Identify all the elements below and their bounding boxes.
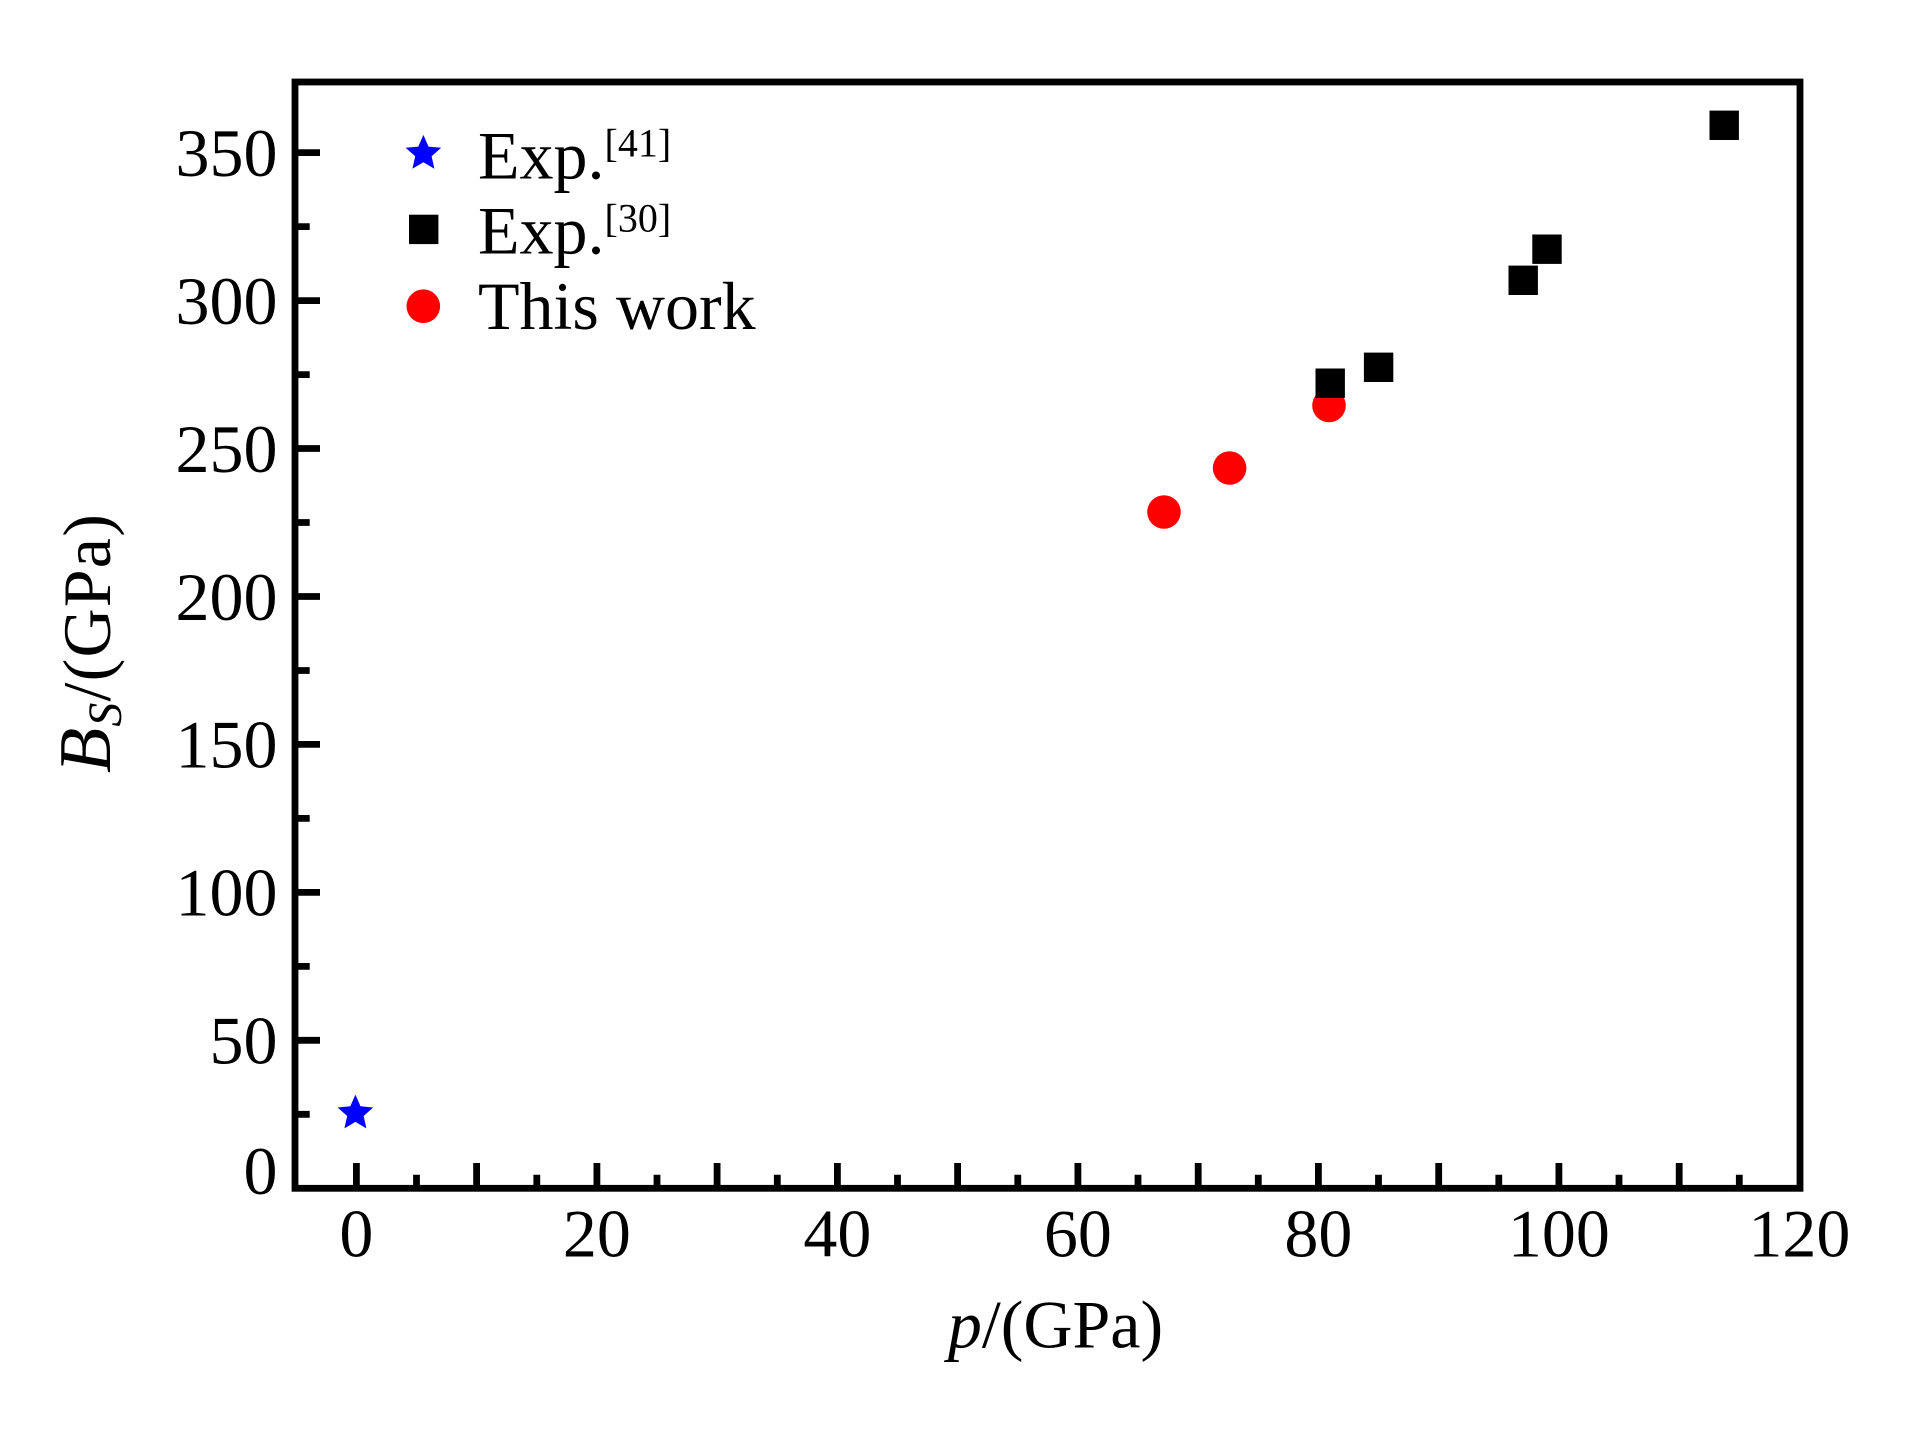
svg-text:100: 100	[1508, 1196, 1610, 1272]
svg-text:0: 0	[244, 1133, 278, 1209]
svg-text:300: 300	[176, 263, 278, 339]
svg-text:This work: This work	[478, 268, 756, 344]
svg-text:350: 350	[176, 115, 278, 191]
svg-text:40: 40	[803, 1196, 871, 1272]
svg-text:200: 200	[176, 559, 278, 635]
svg-text:50: 50	[210, 1003, 278, 1079]
svg-text:0: 0	[339, 1196, 373, 1272]
svg-text:250: 250	[176, 411, 278, 487]
svg-text:150: 150	[176, 707, 278, 783]
svg-text:BS/(GPa): BS/(GPa)	[45, 513, 132, 773]
svg-text:20: 20	[563, 1196, 631, 1272]
svg-text:80: 80	[1284, 1196, 1352, 1272]
svg-text:60: 60	[1044, 1196, 1112, 1272]
svg-text:120: 120	[1748, 1196, 1850, 1272]
svg-text:100: 100	[176, 855, 278, 931]
svg-text:p/(GPa): p/(GPa)	[944, 1286, 1163, 1362]
